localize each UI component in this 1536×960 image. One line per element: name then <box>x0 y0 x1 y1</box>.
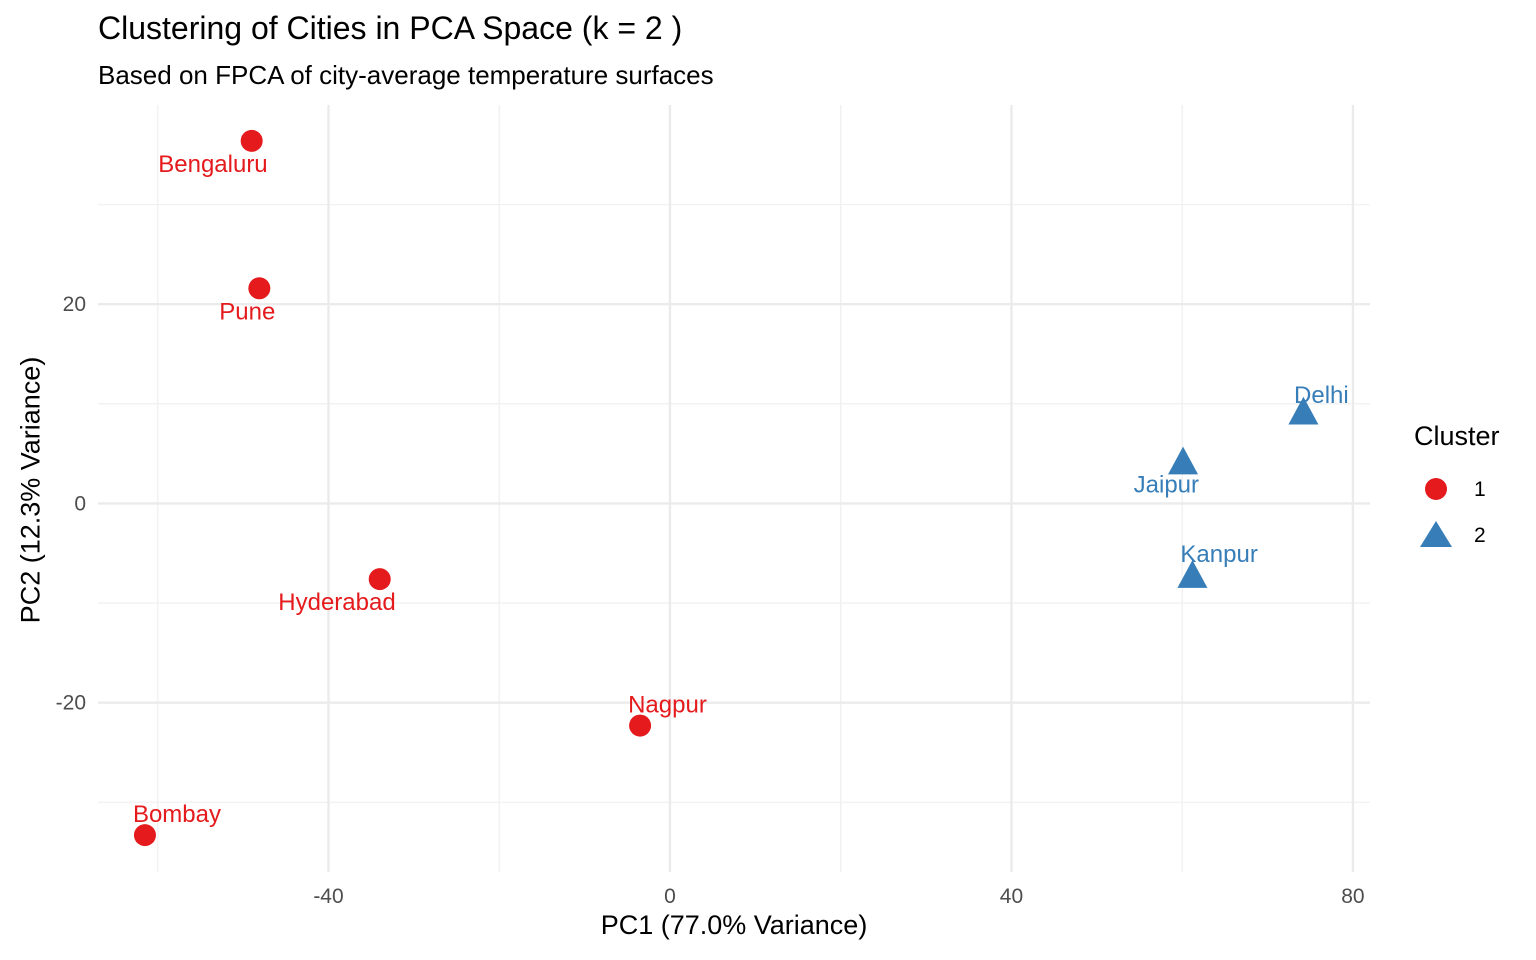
point-label-delhi: Delhi <box>1294 382 1349 409</box>
point-label-pune: Pune <box>219 298 275 325</box>
y-axis-label: PC2 (12.3% Variance) <box>15 356 46 624</box>
point-triangle-jaipur <box>1168 446 1199 475</box>
data-points <box>133 129 1319 847</box>
point-label-bombay: Bombay <box>133 801 221 828</box>
legend-circle-marker <box>1425 478 1447 500</box>
point-triangle-kanpur <box>1177 560 1208 588</box>
legend-item-cluster-2: 2 <box>1416 518 1526 552</box>
point-circle-bengaluru <box>240 129 263 152</box>
x-axis-label: PC1 (77.0% Variance) <box>600 910 868 940</box>
point-circle-pune <box>248 277 271 300</box>
point-circle-hyderabad <box>368 568 391 591</box>
point-label-kanpur: Kanpur <box>1180 541 1257 568</box>
point-circle-nagpur <box>629 714 652 737</box>
x-tick-label: 80 <box>1341 885 1364 908</box>
y-tick-label: -20 <box>56 692 86 715</box>
x-axis-ticks: -40 0 40 80 <box>313 885 1364 908</box>
point-circle-bombay <box>133 824 156 847</box>
legend-item-cluster-1: 1 <box>1416 472 1526 506</box>
y-axis-ticks: -20 0 20 <box>56 293 86 714</box>
y-tick-label: 0 <box>74 492 86 515</box>
x-tick-label: 0 <box>664 885 676 908</box>
legend-label: 2 <box>1474 524 1486 547</box>
legend-title: Cluster <box>1414 421 1500 451</box>
x-tick-label: -40 <box>313 885 343 908</box>
point-triangle-delhi <box>1288 396 1319 425</box>
legend-label: 1 <box>1474 478 1486 501</box>
point-label-bengaluru: Bengaluru <box>158 151 267 178</box>
chart-subtitle: Based on FPCA of city-average temperatur… <box>98 60 714 90</box>
point-label-jaipur: Jaipur <box>1134 472 1199 499</box>
minor-gridlines <box>98 105 1370 872</box>
y-tick-label: 20 <box>63 293 86 316</box>
point-label-nagpur: Nagpur <box>628 692 707 719</box>
point-labels: Bengaluru Pune Hyderabad Nagpur Bombay Delhi J… <box>133 151 1349 828</box>
point-label-hyderabad: Hyderabad <box>278 589 395 616</box>
major-gridlines <box>98 105 1370 872</box>
x-tick-label: 40 <box>1000 885 1023 908</box>
chart-title: Clustering of Cities in PCA Space (k = 2… <box>98 10 683 46</box>
legend-triangle-marker <box>1420 521 1452 547</box>
